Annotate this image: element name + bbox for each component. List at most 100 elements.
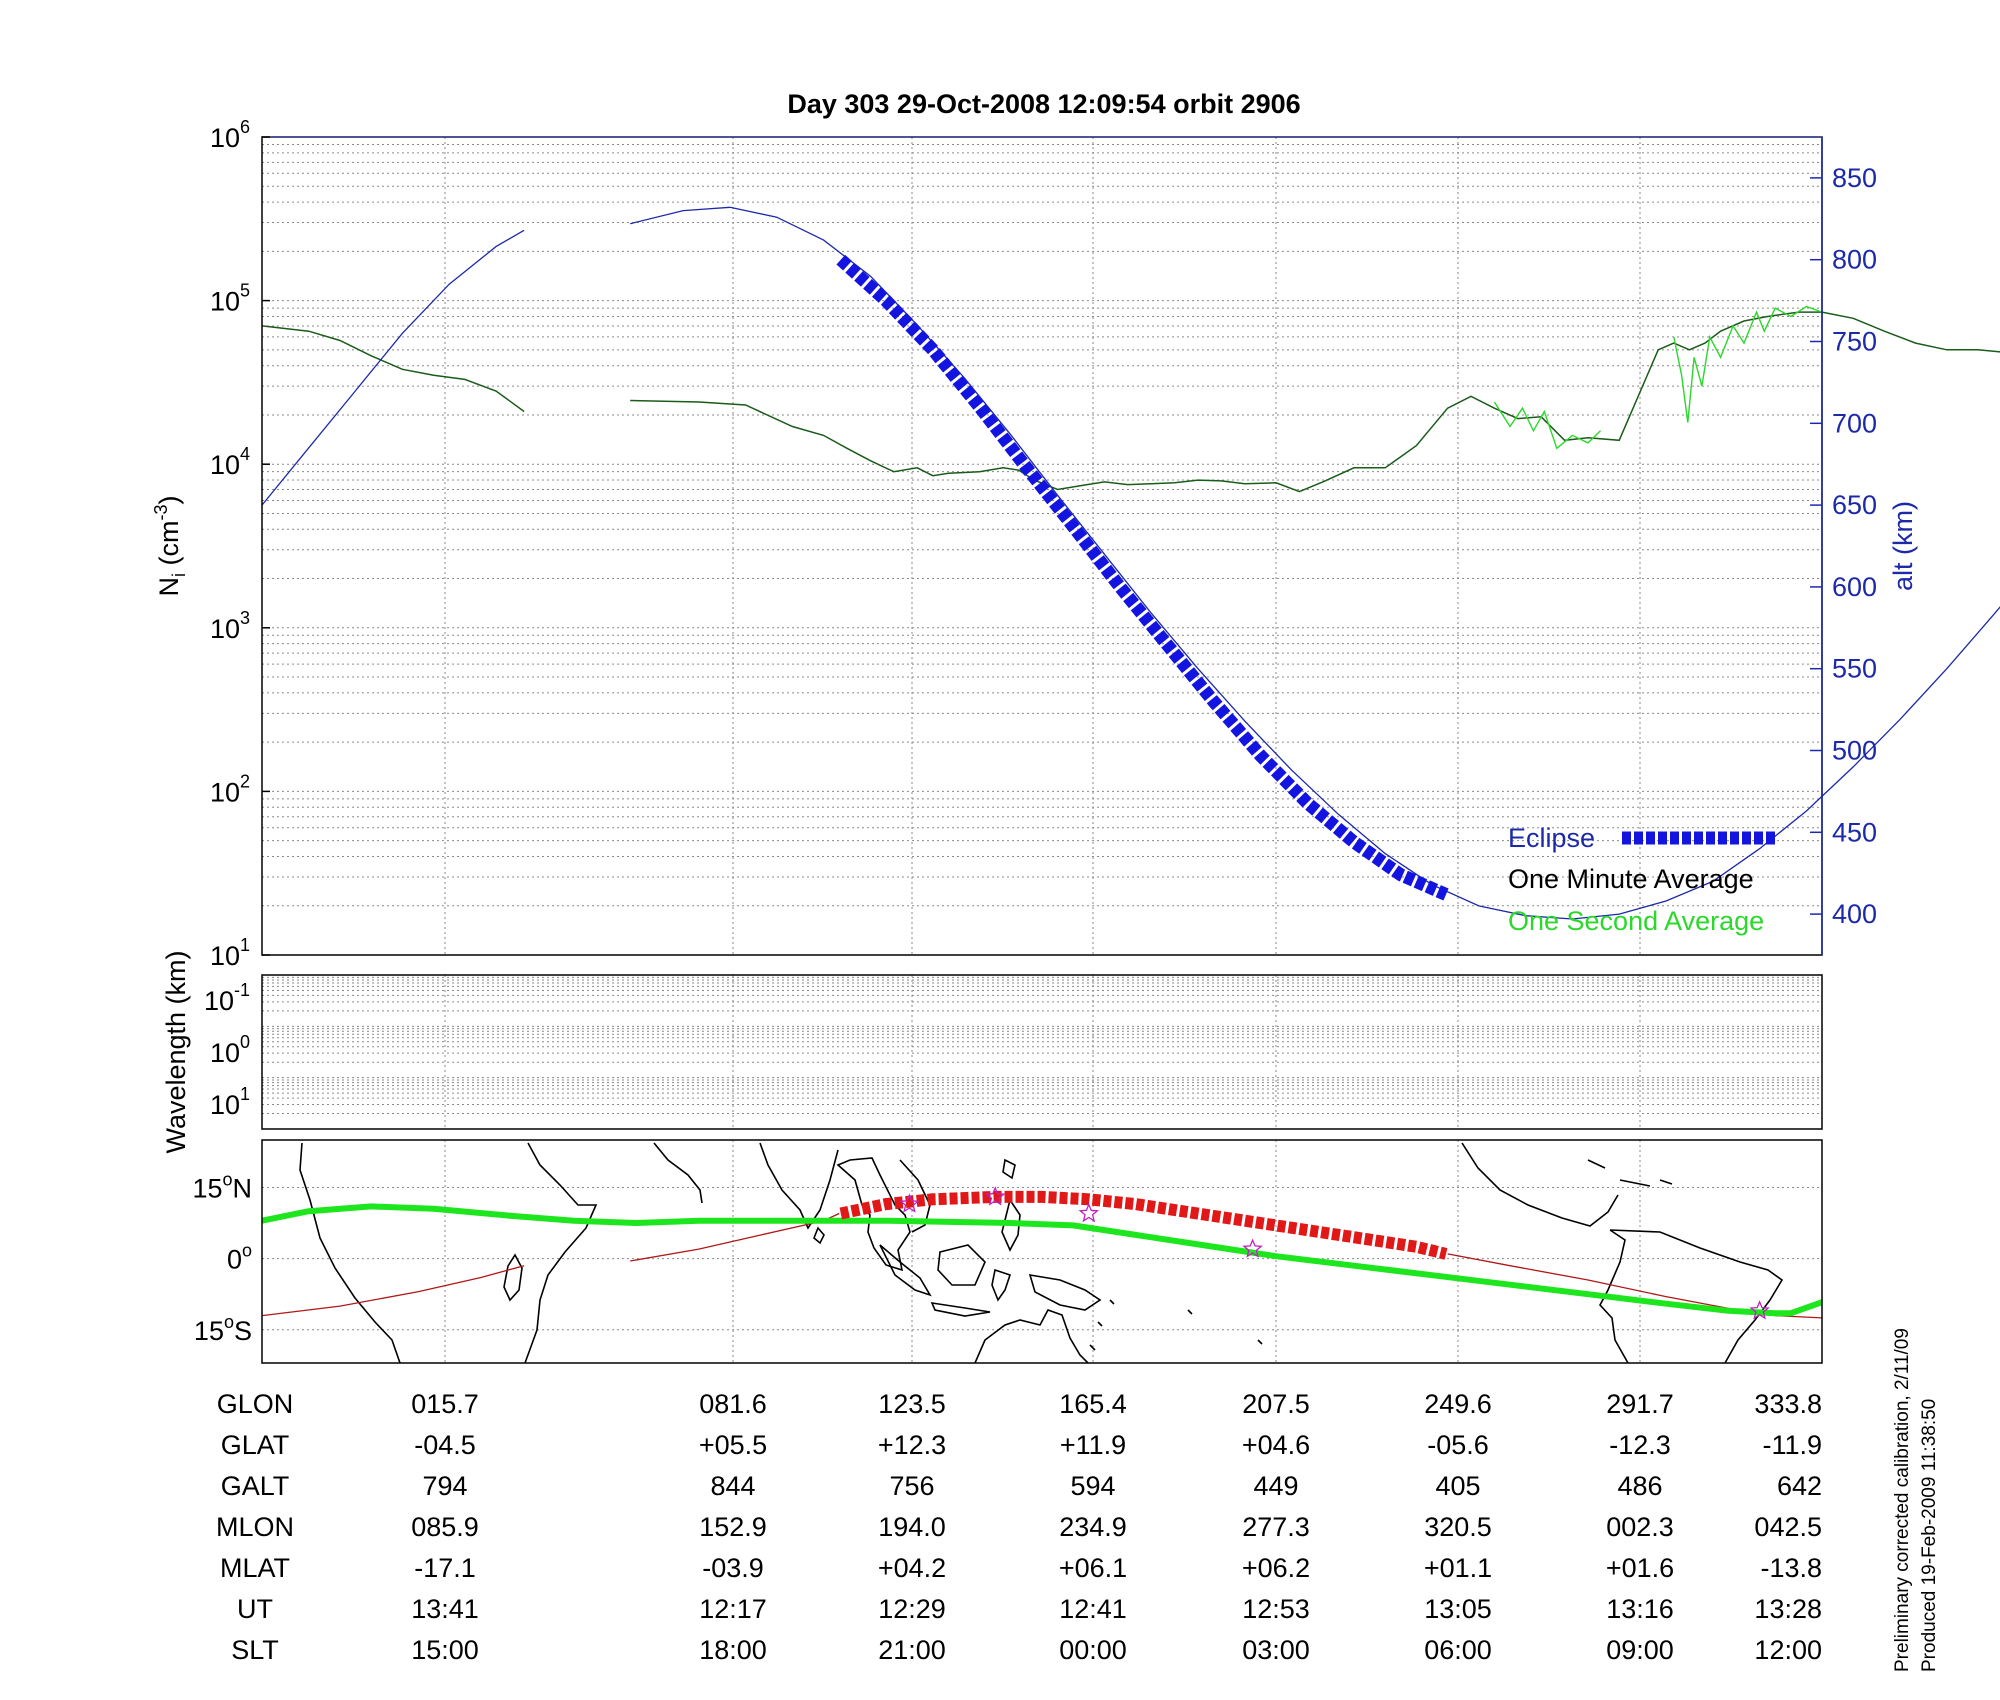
table-cell: 165.4 — [1059, 1389, 1127, 1419]
wavelength-panel: 10-1 100 101 Wavelength (km) — [161, 950, 1823, 1154]
altitude-tick-label: 500 — [1832, 736, 1877, 766]
table-cell: 291.7 — [1606, 1389, 1674, 1419]
chart-title: Day 303 29-Oct-2008 12:09:54 orbit 2906 — [787, 89, 1300, 119]
table-cell: 194.0 — [878, 1512, 946, 1542]
wavelength-grid — [262, 975, 1822, 1130]
coastline-pacific-islands — [1089, 1299, 1263, 1351]
table-cell: 320.5 — [1424, 1512, 1492, 1542]
coastline-africa — [299, 1142, 401, 1363]
table-cell: +06.2 — [1242, 1553, 1310, 1583]
table-cell: 207.5 — [1242, 1389, 1310, 1419]
table-cell: -17.1 — [414, 1553, 476, 1583]
table-cell: +11.9 — [1060, 1430, 1126, 1460]
table-cell: 15:00 — [411, 1635, 479, 1665]
table-cell: 277.3 — [1242, 1512, 1310, 1542]
altitude-tick-label: 600 — [1832, 572, 1877, 602]
wavelength-tick-label: 10-1 — [204, 980, 250, 1016]
table-cell: -05.6 — [1427, 1430, 1489, 1460]
table-cell: +01.6 — [1606, 1553, 1674, 1583]
orbit-table: GLON 015.7 081.6 123.5 165.4 207.5 249.6 291.7 3… — [216, 1389, 1822, 1665]
map-grid — [262, 1140, 1822, 1363]
altitude-tick-label: 450 — [1832, 817, 1877, 847]
table-cell: -12.3 — [1609, 1430, 1671, 1460]
coastline-madagascar — [503, 1253, 523, 1302]
table-row-label: MLON — [216, 1512, 294, 1542]
table-cell: 015.7 — [411, 1389, 479, 1419]
table-cell: 081.6 — [699, 1389, 767, 1419]
coastline-arabia — [653, 1142, 703, 1204]
coastline-taiwan — [1002, 1158, 1016, 1180]
table-cell: 642 — [1777, 1471, 1822, 1501]
altitude-y-label: alt (km) — [1888, 501, 1918, 591]
density-tick-label: 105 — [210, 281, 250, 317]
table-cell: +01.1 — [1424, 1553, 1492, 1583]
table-row-label: GLON — [217, 1389, 294, 1419]
coastline-philippines — [1001, 1198, 1021, 1252]
density-panel: 101 102 103 104 105 106 400 450 500 550 600 650 700… — [151, 117, 2000, 971]
table-cell: -04.5 — [414, 1430, 476, 1460]
altitude-tick-label: 650 — [1832, 490, 1877, 520]
minute-average-line — [261, 325, 525, 413]
density-tick-label: 101 — [210, 935, 250, 971]
table-cell: 152.9 — [699, 1512, 767, 1542]
density-tick-label: 104 — [210, 444, 250, 480]
table-cell: 12:17 — [699, 1594, 767, 1624]
table-cell: +12.3 — [878, 1430, 946, 1460]
star-marker — [984, 1186, 1006, 1206]
altitude-tick-label: 850 — [1832, 163, 1877, 193]
wavelength-y-label: Wavelength (km) — [161, 950, 191, 1153]
table-row-label: GALT — [221, 1471, 290, 1501]
star-marker — [1078, 1202, 1100, 1223]
coastline-java — [930, 1301, 991, 1317]
table-cell: +04.2 — [878, 1553, 946, 1583]
table-cell: +05.5 — [699, 1430, 767, 1460]
altitude-tick-label: 550 — [1832, 654, 1877, 684]
table-cell: 12:29 — [878, 1594, 946, 1624]
table-cell: 405 — [1435, 1471, 1480, 1501]
table-cell: 234.9 — [1059, 1512, 1127, 1542]
altitude-line — [261, 229, 525, 506]
latitude-tick-label: 15oN — [192, 1169, 252, 1203]
table-cell: 123.5 — [878, 1389, 946, 1419]
table-cell: 002.3 — [1606, 1512, 1674, 1542]
coastline-new-guinea — [1028, 1274, 1102, 1311]
table-cell: 21:00 — [878, 1635, 946, 1665]
table-row-label: UT — [237, 1594, 273, 1624]
density-y-label: Ni (cm-3) — [151, 496, 189, 597]
density-series — [261, 206, 2000, 920]
coastlines — [299, 1142, 1784, 1363]
table-cell: 13:41 — [411, 1594, 479, 1624]
coastline-caribbean — [1587, 1159, 1673, 1187]
coastline-east-africa — [524, 1142, 598, 1363]
table-cell: 06:00 — [1424, 1635, 1492, 1665]
ground-track-line — [262, 1203, 1822, 1317]
map-tracks — [262, 1186, 1822, 1320]
altitude-y-ticks: 400 450 500 550 600 650 700 750 800 850 — [1810, 163, 1877, 929]
table-cell: +06.1 — [1059, 1553, 1127, 1583]
coastline-australia — [974, 1309, 1089, 1363]
table-cell: 03:00 — [1242, 1635, 1310, 1665]
table-cell: 13:16 — [1606, 1594, 1674, 1624]
wavelength-tick-label: 101 — [210, 1084, 250, 1120]
table-cell: 333.8 — [1754, 1389, 1822, 1419]
coastline-sulawesi — [991, 1268, 1012, 1302]
table-cell: 00:00 — [1059, 1635, 1127, 1665]
table-cell: 085.9 — [411, 1512, 479, 1542]
table-cell: 12:41 — [1059, 1594, 1127, 1624]
footnote-line-1: Preliminary corrected calibration, 2/11/… — [1892, 1328, 1913, 1672]
table-cell: 249.6 — [1424, 1389, 1492, 1419]
table-cell: 756 — [889, 1471, 934, 1501]
table-cell: 12:00 — [1754, 1635, 1822, 1665]
footnote-line-2: Produced 19-Feb-2009 11:38:50 — [1919, 1399, 1940, 1672]
table-cell: 486 — [1617, 1471, 1662, 1501]
latitude-tick-label: 15oS — [194, 1312, 252, 1346]
density-tick-label: 102 — [210, 771, 250, 807]
wavelength-y-ticks: 10-1 100 101 — [204, 980, 250, 1120]
eclipse-track-line — [839, 1190, 1448, 1260]
table-cell: 594 — [1070, 1471, 1115, 1501]
table-row-label: MLAT — [220, 1553, 290, 1583]
altitude-tick-label: 750 — [1832, 327, 1877, 357]
table-cell: 09:00 — [1606, 1635, 1674, 1665]
orbit-track-line — [262, 1265, 525, 1317]
